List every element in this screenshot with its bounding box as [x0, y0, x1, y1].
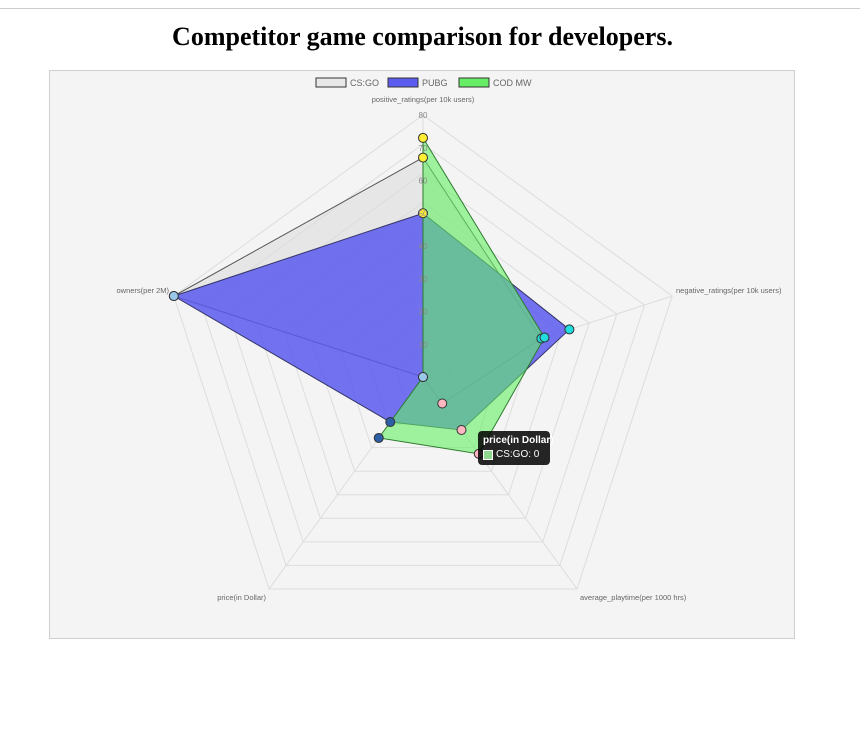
radar-points: [168, 132, 575, 459]
data-point[interactable]: [418, 372, 428, 382]
tooltip-row: CS:GO: 0: [483, 449, 545, 461]
radar-chart-panel: positive_ratings(per 10k users) negative_…: [49, 70, 795, 639]
tick-label: 80: [419, 111, 428, 120]
page-title: Competitor game comparison for developer…: [172, 22, 673, 51]
tooltip-value: CS:GO: 0: [496, 449, 540, 460]
radar-chart: positive_ratings(per 10k users) negative_…: [116, 77, 782, 602]
top-divider: [0, 8, 860, 9]
axis-label: owners(per 2M): [116, 286, 169, 295]
data-point[interactable]: [168, 291, 179, 302]
tick-label: 70: [419, 144, 428, 153]
tick-label: 20: [419, 308, 428, 317]
data-point[interactable]: [418, 132, 428, 143]
data-point[interactable]: [437, 398, 448, 409]
axis-label: price(in Dollar): [217, 593, 266, 602]
legend-swatch[interactable]: [315, 77, 347, 88]
legend-label[interactable]: COD MW: [493, 78, 532, 88]
series-area-cod-mw: [377, 136, 546, 455]
data-point[interactable]: [564, 324, 575, 335]
data-point[interactable]: [539, 332, 550, 343]
legend-swatch[interactable]: [387, 77, 419, 88]
tooltip-swatch: [483, 450, 493, 460]
radar-series: [172, 136, 571, 455]
data-point[interactable]: [385, 417, 396, 428]
tooltip-title: price(in Dollar): [483, 435, 554, 446]
chart-tooltip: price(in Dollar) CS:GO: 0: [478, 431, 554, 465]
data-point[interactable]: [456, 424, 467, 435]
tick-label: 60: [419, 177, 428, 186]
tick-label: 30: [419, 275, 428, 284]
legend-swatch[interactable]: [458, 77, 490, 88]
data-point[interactable]: [418, 152, 428, 163]
data-point[interactable]: [418, 208, 428, 219]
legend-label[interactable]: PUBG: [422, 78, 448, 88]
data-point[interactable]: [373, 432, 384, 443]
tick-labels: 10 20 30 40 50 60 70 80: [419, 111, 428, 349]
tick-label: 50: [419, 209, 428, 218]
axis-label: average_playtime(per 1000 hrs): [580, 593, 687, 602]
tick-label: 10: [419, 340, 428, 349]
legend-label[interactable]: CS:GO: [350, 78, 379, 88]
grid-ring: [173, 114, 673, 590]
axis-label: positive_ratings(per 10k users): [372, 95, 475, 104]
axis-label: negative_ratings(per 10k users): [676, 286, 782, 295]
tick-label: 40: [419, 242, 428, 251]
axis-labels: positive_ratings(per 10k users) negative_…: [116, 95, 781, 602]
legend: CS:GO PUBG COD MW: [315, 77, 532, 88]
